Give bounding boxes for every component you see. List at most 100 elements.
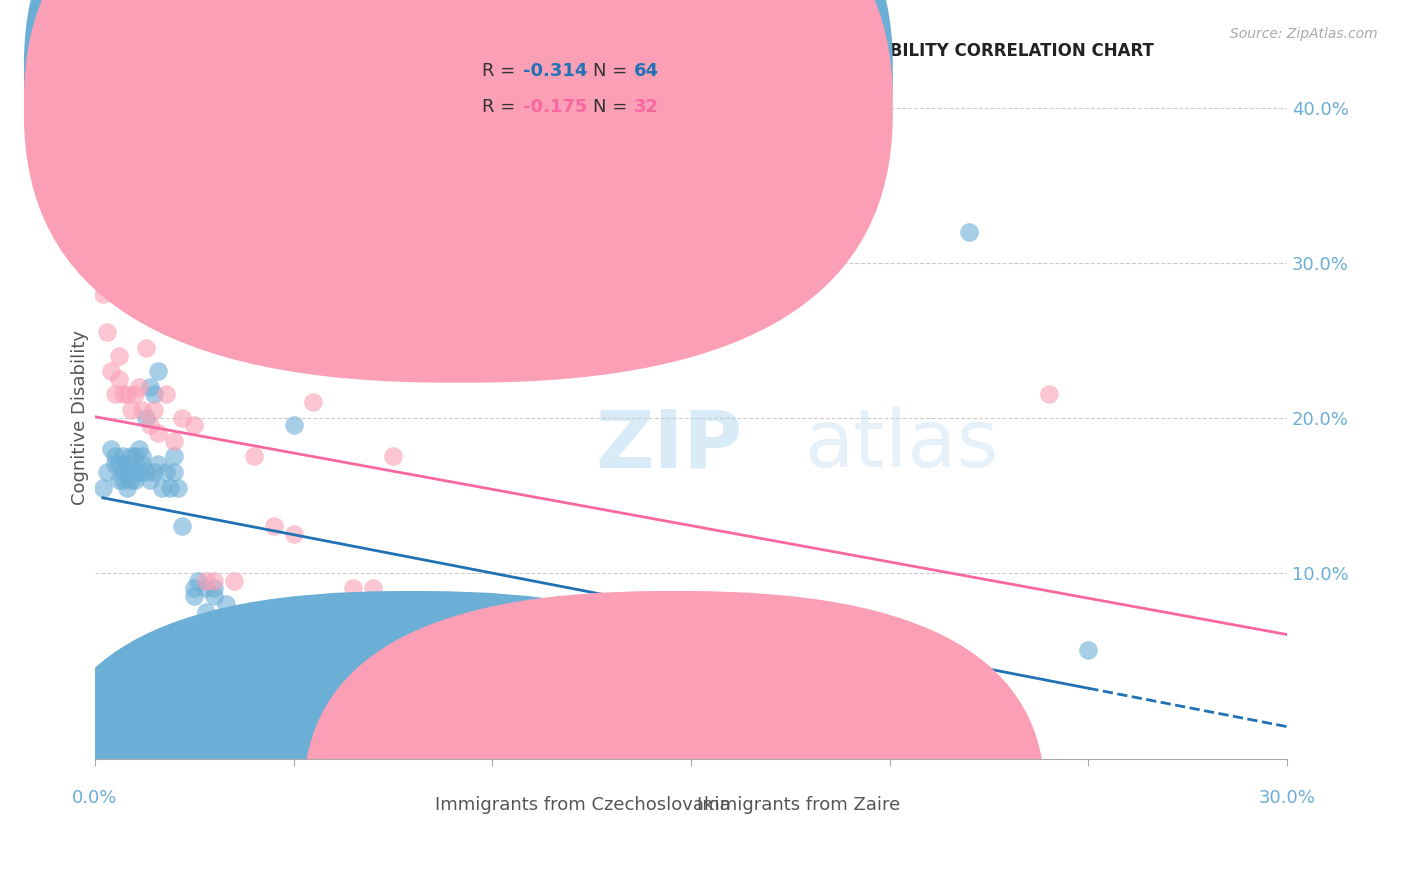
Point [124, 387, 146, 401]
Point [107, 473, 129, 487]
Text: 32: 32 [634, 98, 659, 116]
Point [104, 457, 127, 471]
Point [422, 682, 444, 697]
Point [115, 465, 138, 479]
Point [202, 589, 225, 603]
Point [111, 473, 134, 487]
Text: ZIP: ZIP [596, 406, 742, 484]
Point [107, 457, 129, 471]
Point [148, 426, 170, 441]
Text: -0.175: -0.175 [523, 98, 588, 116]
Point [131, 450, 153, 464]
Point [111, 387, 134, 401]
Point [131, 457, 153, 471]
Point [1038, 387, 1060, 401]
Point [124, 465, 146, 479]
Point [148, 457, 170, 471]
Point [620, 682, 643, 697]
Point [120, 473, 142, 487]
Point [124, 473, 146, 487]
FancyBboxPatch shape [41, 591, 783, 892]
Point [402, 666, 425, 681]
Point [96, 326, 118, 340]
Point [107, 372, 129, 386]
Point [96, 465, 118, 479]
Point [139, 418, 162, 433]
Point [111, 465, 134, 479]
Point [104, 387, 127, 401]
Text: atlas: atlas [804, 406, 998, 484]
Point [172, 410, 194, 425]
Point [215, 597, 238, 611]
Point [263, 635, 285, 649]
Point [1077, 643, 1099, 657]
Point [163, 434, 186, 448]
Point [242, 620, 264, 634]
Point [302, 612, 325, 626]
Point [115, 457, 138, 471]
Point [381, 450, 404, 464]
Text: 0.0%: 0.0% [72, 789, 118, 807]
Point [115, 481, 138, 495]
Point [91, 286, 114, 301]
Point [172, 519, 194, 533]
Point [520, 658, 543, 673]
Point [111, 450, 134, 464]
Text: -0.314: -0.314 [523, 62, 588, 80]
Point [104, 450, 127, 464]
Point [283, 418, 305, 433]
Text: 64: 64 [634, 62, 659, 80]
Point [135, 341, 157, 355]
Point [202, 574, 225, 588]
Point [957, 225, 980, 239]
Point [361, 651, 384, 665]
Point [155, 387, 177, 401]
Point [187, 574, 209, 588]
Point [283, 527, 305, 541]
Y-axis label: Cognitive Disability: Cognitive Disability [72, 330, 89, 505]
Point [242, 605, 264, 619]
Point [139, 380, 162, 394]
Point [222, 635, 245, 649]
Point [263, 519, 285, 533]
Point [128, 465, 150, 479]
Point [139, 473, 162, 487]
Point [183, 418, 205, 433]
Point [361, 582, 384, 596]
Point [167, 481, 190, 495]
Text: R =: R = [482, 62, 522, 80]
Text: Immigrants from Zaire: Immigrants from Zaire [697, 797, 900, 814]
Point [131, 403, 153, 417]
Text: IMMIGRANTS FROM CZECHOSLOVAKIA VS IMMIGRANTS FROM ZAIRE COGNITIVE DISABILITY COR: IMMIGRANTS FROM CZECHOSLOVAKIA VS IMMIGR… [94, 42, 1154, 60]
Point [148, 364, 170, 378]
Point [100, 364, 122, 378]
Text: N =: N = [593, 98, 633, 116]
Point [150, 481, 173, 495]
Point [322, 620, 344, 634]
Point [115, 387, 138, 401]
Point [222, 574, 245, 588]
Text: Source: ZipAtlas.com: Source: ZipAtlas.com [1230, 27, 1378, 41]
Point [100, 442, 122, 456]
Point [441, 666, 464, 681]
Point [163, 465, 186, 479]
FancyBboxPatch shape [304, 591, 1045, 892]
Point [143, 465, 166, 479]
Point [159, 481, 181, 495]
Point [242, 450, 264, 464]
Point [91, 481, 114, 495]
Point [143, 403, 166, 417]
Text: N =: N = [593, 62, 633, 80]
Point [128, 442, 150, 456]
Point [183, 589, 205, 603]
Point [342, 635, 364, 649]
Point [183, 582, 205, 596]
Point [740, 643, 762, 657]
Point [135, 465, 157, 479]
Text: R =: R = [482, 98, 522, 116]
Point [211, 628, 233, 642]
Text: 30.0%: 30.0% [1258, 789, 1316, 807]
Point [135, 410, 157, 425]
Point [107, 349, 129, 363]
Text: Immigrants from Czechoslovakia: Immigrants from Czechoslovakia [434, 797, 730, 814]
